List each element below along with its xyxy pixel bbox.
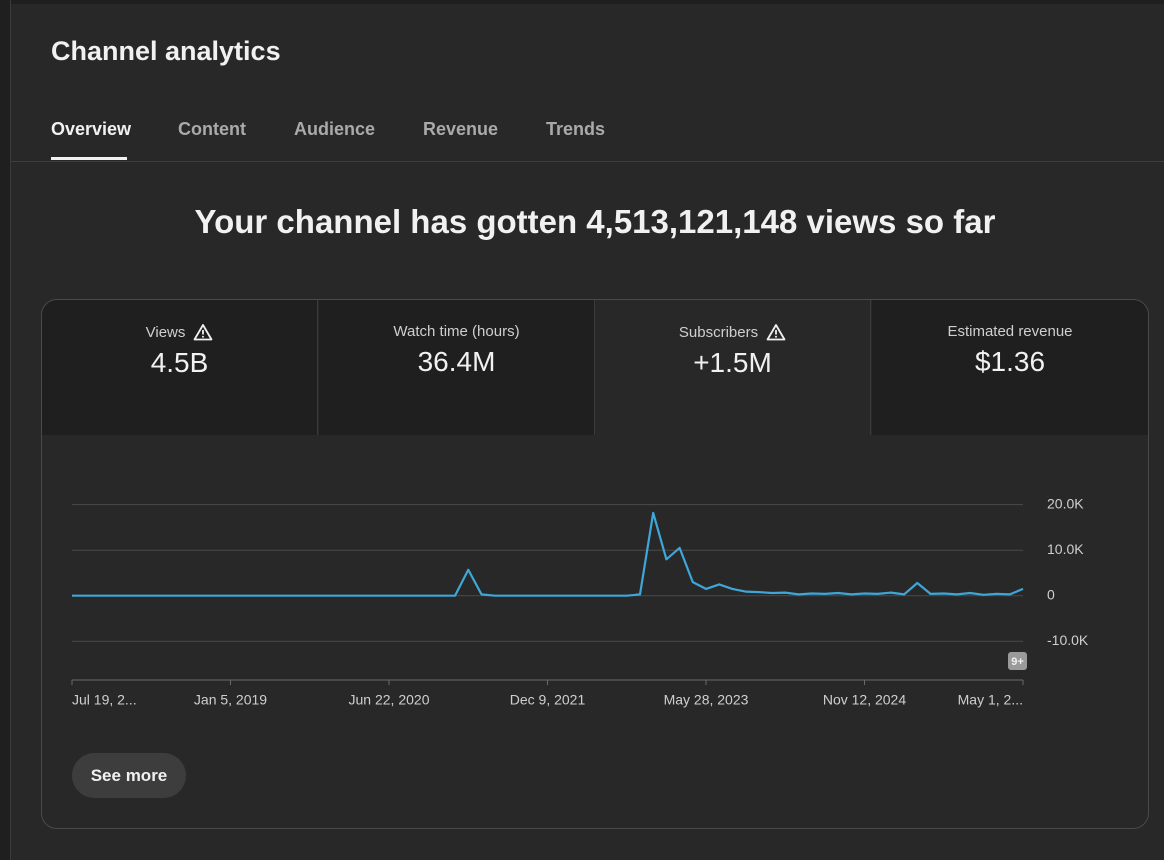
tab-indicator bbox=[51, 157, 127, 160]
x-tick-label: Jan 5, 2019 bbox=[194, 692, 267, 708]
metric-tile[interactable]: Views 4.5B bbox=[42, 300, 318, 435]
chart: -10.0K 0 10.0K 20.0K Jul 19, 2... Jan 5, 2019… bbox=[71, 495, 1089, 708]
metric-label: Watch time (hours) bbox=[393, 323, 520, 340]
metric-label: Estimated revenue bbox=[947, 323, 1073, 340]
metric-tile[interactable]: Subscribers +1.5M bbox=[595, 300, 871, 435]
line-series bbox=[72, 511, 1024, 597]
y-tick-label: 20.0K bbox=[1047, 495, 1084, 511]
badge-bg bbox=[1008, 652, 1027, 670]
divider bbox=[11, 161, 1164, 162]
tab[interactable]: Overview bbox=[51, 119, 132, 139]
frame bbox=[0, 0, 1164, 4]
x-tick-label: Dec 9, 2021 bbox=[510, 692, 586, 708]
see-more-button[interactable]: See more bbox=[72, 753, 186, 798]
metric-tile[interactable]: Estimated revenue $1.36 bbox=[872, 300, 1148, 435]
sidebar-edge bbox=[0, 0, 11, 860]
warning-icon bbox=[766, 324, 786, 341]
page-title: Channel analytics bbox=[51, 36, 281, 66]
tab[interactable]: Revenue bbox=[423, 119, 499, 139]
metric-value: 4.5B bbox=[150, 347, 209, 378]
badge: 9+ bbox=[1011, 656, 1024, 668]
x-tick-label: May 28, 2023 bbox=[664, 692, 749, 708]
metric-value: +1.5M bbox=[693, 347, 772, 378]
analytics-card: Views 4.5B Watch time (hours) 36.4M Subs… bbox=[41, 299, 1149, 829]
x-tick-label: Jun 22, 2020 bbox=[349, 692, 430, 708]
metric-value: $1.36 bbox=[974, 346, 1046, 377]
x-tick-label: Jul 19, 2... bbox=[72, 692, 137, 708]
y-tick-label: -10.0K bbox=[1047, 632, 1089, 648]
headline: Your channel has gotten 4,513,121,148 vi… bbox=[194, 203, 996, 240]
tab[interactable]: Content bbox=[178, 119, 246, 139]
x-tick-label: May 1, 2... bbox=[958, 692, 1023, 708]
metric-value: 36.4M bbox=[417, 346, 496, 377]
y-tick-label: 0 bbox=[1047, 586, 1055, 602]
metric-label: Subscribers bbox=[678, 323, 759, 341]
tab[interactable]: Trends bbox=[546, 119, 606, 139]
metric-tile[interactable]: Watch time (hours) 36.4M bbox=[319, 300, 595, 435]
x-tick-label: Nov 12, 2024 bbox=[823, 692, 906, 708]
y-tick-label: 10.0K bbox=[1047, 541, 1084, 557]
metric-label: Views bbox=[145, 323, 186, 341]
tab[interactable]: Audience bbox=[294, 119, 376, 139]
warning-icon bbox=[193, 324, 213, 341]
